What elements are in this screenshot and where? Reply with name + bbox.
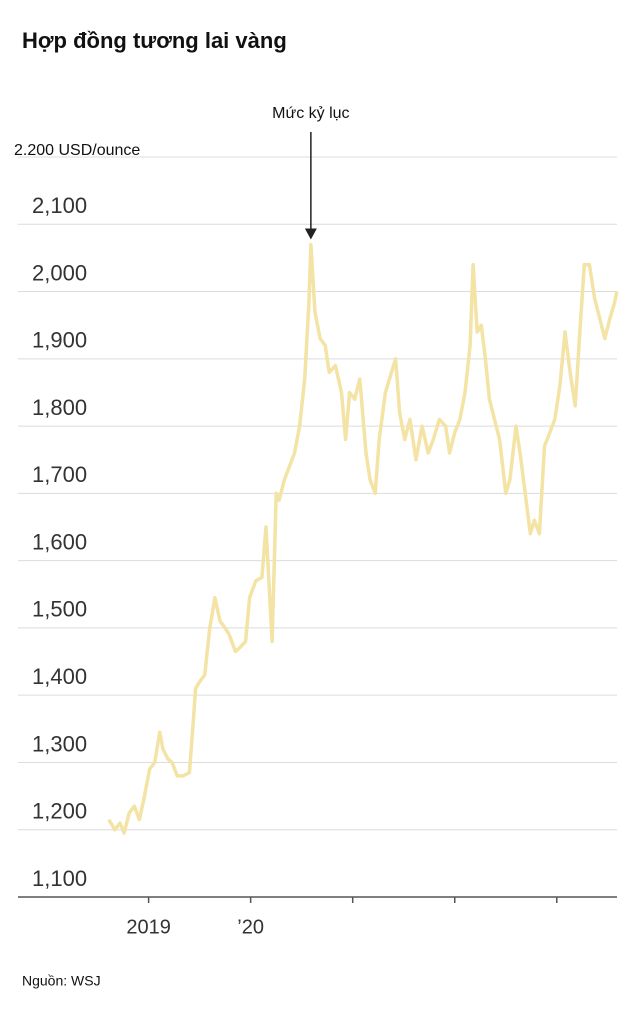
y-tick-label: 2,000	[32, 260, 87, 285]
y-tick-label: 1,200	[32, 799, 87, 824]
source: Nguồn: WSJ	[22, 973, 101, 989]
y-axis-unit-label: 2.200 USD/ounce	[14, 142, 140, 159]
x-tick-label: 2019	[126, 916, 171, 938]
y-tick-label: 1,100	[32, 866, 87, 891]
annotation-arrowhead	[304, 228, 317, 240]
y-tick-label: 1,700	[32, 462, 87, 487]
y-tick-label: 1,600	[32, 529, 87, 554]
price-line	[107, 242, 619, 835]
y-tick-label: 2,100	[32, 193, 87, 218]
y-tick-label: 1,300	[32, 731, 87, 756]
y-tick-label: 1,500	[32, 597, 87, 622]
chart-title: Hợp đồng tương lai vàng	[22, 28, 287, 53]
y-tick-label: 1,900	[32, 328, 87, 353]
x-tick-label: ’20	[237, 916, 264, 938]
annotation-label: Mức kỷ lục	[272, 105, 349, 122]
y-tick-label: 1,400	[32, 664, 87, 689]
y-tick-label: 1,800	[32, 395, 87, 420]
